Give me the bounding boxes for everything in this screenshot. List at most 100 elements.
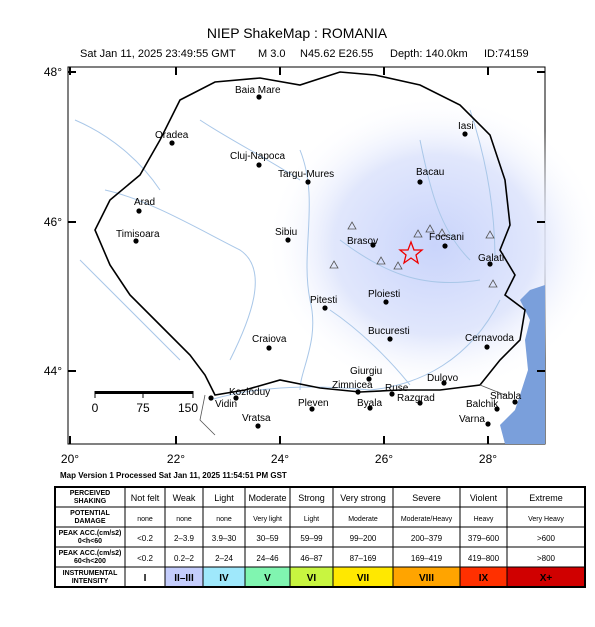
- legend-shaking: Moderate: [248, 493, 286, 503]
- legend-damage: Heavy: [474, 516, 494, 523]
- legend-acc-deep: 169–419: [411, 554, 443, 563]
- city-label: Oradea: [155, 130, 189, 141]
- legend-intensity: IX: [479, 573, 489, 584]
- legend-intensity: X+: [540, 573, 553, 584]
- map: Baia Mare Oradea Cluj-Napoca Targu-Mures Ias…: [44, 65, 595, 466]
- city-dot: [322, 305, 328, 311]
- city-dot: [367, 405, 373, 411]
- city-dot: [485, 421, 491, 427]
- legend-row-label: INTENSITY: [72, 578, 109, 585]
- legend-shaking: Extreme: [529, 493, 563, 503]
- lat-label: 46°: [44, 215, 62, 229]
- city-label: Balchik: [466, 399, 499, 410]
- scale-label: 0: [92, 401, 99, 415]
- legend-acc-deep: >800: [537, 554, 556, 563]
- legend-acc-shallow: 200–379: [411, 534, 443, 543]
- city-label: Vratsa: [242, 413, 271, 424]
- legend-acc-shallow: >600: [537, 534, 556, 543]
- legend-row-label: POTENTIAL: [70, 510, 110, 517]
- city-label: Pitesti: [310, 295, 337, 306]
- legend-acc-shallow: <0.2: [137, 534, 153, 543]
- city-dot: [487, 261, 493, 267]
- legend-shaking: Light: [214, 493, 234, 503]
- legend-acc-deep: 46–87: [300, 554, 323, 563]
- city-dot: [208, 395, 214, 401]
- legend-damage: none: [216, 516, 232, 523]
- legend-acc-deep: 2–24: [215, 554, 233, 563]
- legend-acc-deep: 0.2–2: [174, 554, 195, 563]
- city-label: Vidin: [215, 399, 237, 410]
- city-label: Focsani: [429, 232, 464, 243]
- city-dot: [442, 243, 448, 249]
- legend-row-label: DAMAGE: [74, 518, 105, 525]
- title: NIEP ShakeMap : ROMANIA: [207, 25, 388, 41]
- subtitle-part: M 3.0: [258, 48, 286, 60]
- city-label: Timisoara: [116, 229, 160, 240]
- city-label: Iasi: [458, 121, 474, 132]
- city-label: Bucuresti: [368, 326, 410, 337]
- legend-row-label: PEAK ACC.(cm/s2): [59, 550, 122, 557]
- city-dot: [387, 336, 393, 342]
- legend-intensity: VI: [307, 573, 317, 584]
- city-dot: [133, 238, 139, 244]
- city-label: Craiova: [252, 334, 287, 345]
- city-dot: [417, 179, 423, 185]
- city-dot: [255, 423, 261, 429]
- city-label: Shabla: [490, 391, 522, 402]
- city-label: Targu-Mures: [278, 169, 334, 180]
- legend-acc-shallow: 59–99: [300, 534, 323, 543]
- legend-acc-shallow: 99–200: [350, 534, 377, 543]
- city-label: Ruse: [385, 383, 409, 394]
- lat-label: 48°: [44, 65, 62, 79]
- city-dot: [266, 345, 272, 351]
- legend-frame: [54, 486, 586, 588]
- city-label: Galati: [478, 253, 504, 264]
- city-dot: [233, 395, 239, 401]
- stations: [329, 221, 498, 288]
- city-label: Brasov: [347, 236, 378, 247]
- city-dot: [494, 406, 500, 412]
- city-label: Sibiu: [275, 227, 297, 238]
- legend-acc-shallow: 2–3.9: [174, 534, 195, 543]
- city-dot: [462, 131, 468, 137]
- legend-row-label: SHAKING: [74, 498, 107, 505]
- legend-acc-deep: 419–800: [468, 554, 500, 563]
- legend-damage: none: [176, 516, 192, 523]
- city-dot: [256, 162, 262, 168]
- lat-label: 44°: [44, 364, 62, 378]
- legend-shaking: Weak: [173, 493, 196, 503]
- legend-row-label: 0<h<60: [78, 538, 102, 545]
- city-label: Zimnicea: [332, 380, 373, 391]
- city-label: Byala: [357, 398, 382, 409]
- lon-label: 24°: [271, 452, 289, 466]
- city-label: Cluj-Napoca: [230, 151, 285, 162]
- lon-label: 28°: [479, 452, 497, 466]
- lon-label: 22°: [167, 452, 185, 466]
- subtitle-part: N45.62 E26.55: [300, 48, 373, 60]
- borders: [199, 384, 506, 436]
- legend-acc-deep: 87–169: [350, 554, 377, 563]
- city-dot: [355, 389, 361, 395]
- city-dot: [383, 299, 389, 305]
- city-label: Varna: [459, 414, 485, 425]
- scale-bar: [94, 391, 194, 398]
- city-dot: [305, 179, 311, 185]
- legend-damage: Very Heavy: [528, 516, 564, 523]
- city-label: Ploiesti: [368, 289, 400, 300]
- subtitle-part: ID:74159: [484, 48, 529, 60]
- legend-acc-shallow: 379–600: [468, 534, 500, 543]
- legend-shaking: Strong: [298, 493, 325, 503]
- legend-row-label: PEAK ACC.(cm/s2): [59, 530, 122, 537]
- city-label: Giurgiu: [350, 366, 382, 377]
- legend-acc-deep: <0.2: [137, 554, 153, 563]
- legend-shaking: Very strong: [340, 493, 386, 503]
- legend-acc-deep: 24–46: [256, 554, 279, 563]
- city-dot: [512, 399, 518, 405]
- epicenter: [398, 240, 424, 265]
- shaking-area: [265, 95, 595, 395]
- city-dot: [169, 140, 175, 146]
- city-label: Razgrad: [397, 393, 435, 404]
- rivers: [74, 109, 501, 401]
- legend-acc-shallow: 3.9–30: [212, 534, 237, 543]
- legend-row-label: PERCEIVED: [70, 490, 110, 497]
